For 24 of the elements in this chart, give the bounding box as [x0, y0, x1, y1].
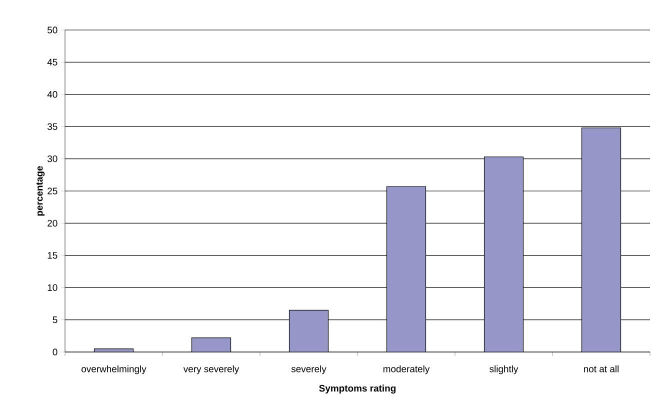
- y-tick-label: 10: [48, 284, 58, 291]
- bar: [484, 156, 524, 352]
- x-tick-label: overwhelmingly: [82, 365, 146, 374]
- y-tick-label: 5: [52, 316, 58, 324]
- y-tick-label: 50: [48, 26, 58, 34]
- bar: [581, 128, 622, 352]
- bar: [288, 310, 329, 352]
- bar: [386, 186, 426, 352]
- y-tick-label: 20: [48, 220, 58, 227]
- x-axis-title: Symptoms rating: [319, 384, 396, 394]
- x-tick-label: not at all: [584, 365, 619, 372]
- bar: [191, 338, 232, 352]
- y-tick-label: 0: [52, 348, 58, 356]
- y-tick-label: 35: [47, 123, 58, 130]
- x-tick-label: very severely: [183, 365, 240, 374]
- y-tick-label: 40: [47, 91, 58, 98]
- x-tick-label: slightly: [490, 365, 518, 374]
- y-tick-label: 30: [47, 155, 58, 162]
- y-axis-title: percentage: [36, 166, 45, 216]
- x-tick-label: moderately: [383, 365, 430, 374]
- y-tick-label: 15: [48, 252, 58, 259]
- y-tick-label: 45: [47, 58, 58, 66]
- x-tick-label: severely: [291, 365, 326, 374]
- y-tick-label: 25: [48, 188, 58, 194]
